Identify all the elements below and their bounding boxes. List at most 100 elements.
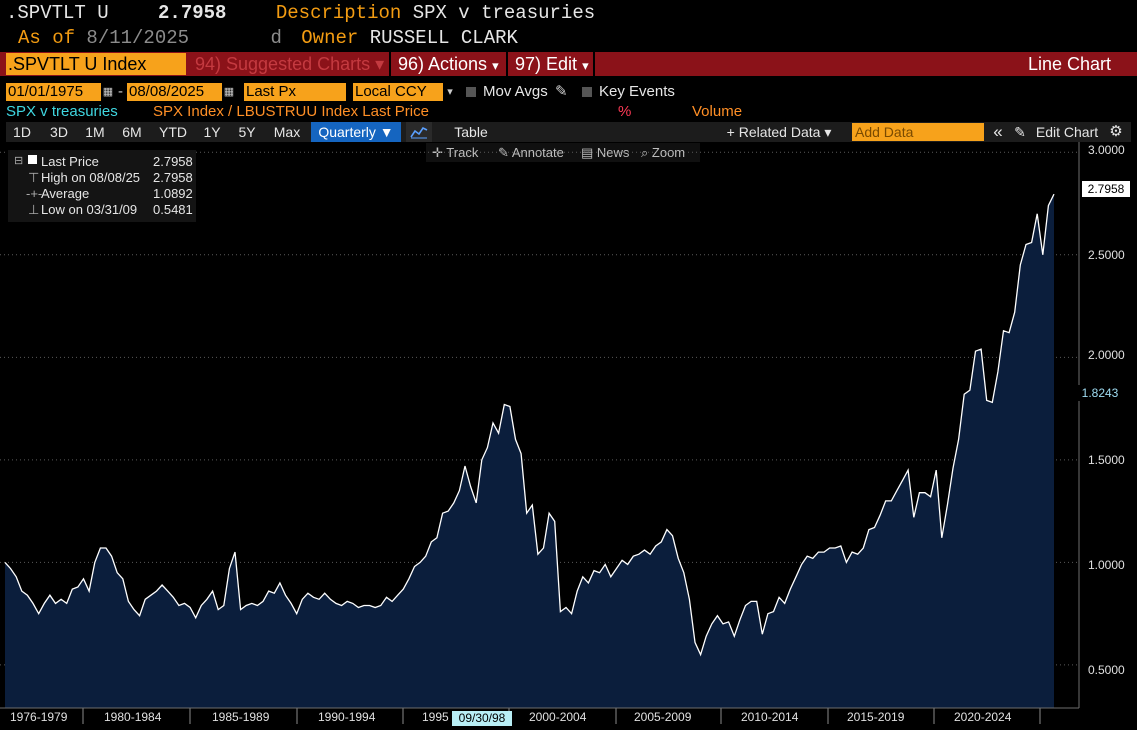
legend-low-label: Low on 03/31/09 (41, 202, 138, 217)
x-tick-label: 2020-2024 (954, 710, 1012, 724)
chevron-down-icon: ▾ (492, 58, 499, 73)
currency-select[interactable]: Local CCY (353, 83, 443, 101)
x-tick-label: 2015-2019 (847, 710, 905, 724)
period-select[interactable]: Quarterly ▼ (311, 122, 401, 142)
series-line (4, 193, 1055, 657)
y-tick-label: 3.0000 (1088, 143, 1125, 157)
chart-type-label[interactable]: Line Chart (1028, 54, 1112, 74)
add-data-input[interactable]: Add Data (852, 123, 984, 141)
x-axis-ticks (0, 707, 1079, 724)
news-button[interactable]: ▤ News (581, 145, 630, 160)
x-tick-label: 1990-1994 (318, 710, 376, 724)
start-date-input[interactable]: 01/01/1975 (6, 83, 102, 101)
collapse-icon[interactable]: « (993, 122, 1003, 141)
crosshair-date-marker: 09/30/98 (452, 711, 512, 726)
suggested-charts-menu[interactable]: 94) Suggested Charts ▾ (195, 54, 385, 74)
command-bar (0, 52, 1137, 76)
legend-high-value: 2.7958 (153, 170, 193, 185)
mov-avgs-checkbox[interactable] (466, 87, 476, 97)
chevron-down-icon: ▾ (582, 58, 589, 73)
edit-chart-button[interactable]: Edit Chart (1035, 124, 1099, 140)
legend-last-value: 2.7958 (153, 154, 193, 169)
owner-value: RUSSELL CLARK (369, 27, 518, 49)
chart-toolbar (6, 122, 1131, 142)
legend-average-value: 1.0892 (153, 186, 193, 201)
pencil-icon[interactable]: ✎ (1014, 124, 1026, 140)
range-6m-button[interactable]: 6M (122, 124, 142, 140)
range-1m-button[interactable]: 1M (85, 124, 105, 140)
series-swatch (28, 155, 37, 164)
chart-legend[interactable] (8, 150, 196, 222)
chevron-down-icon[interactable]: ▾ (443, 83, 457, 101)
chevron-down-icon: ▾ (375, 54, 385, 74)
line-chart-icon[interactable] (406, 122, 432, 142)
series-name[interactable]: SPX v treasuries (6, 103, 118, 120)
range-5y-button[interactable]: 5Y (238, 124, 256, 140)
y-tick-label: 1.5000 (1088, 453, 1125, 467)
x-tick-label: 1980-1984 (104, 710, 162, 724)
crosshair-icon: ✛ (432, 145, 443, 160)
field-select[interactable]: Last Px (244, 83, 346, 101)
news-icon: ▤ (581, 145, 594, 160)
low-icon: ⊥ (28, 202, 40, 217)
high-icon: ⊤ (28, 170, 40, 185)
annotate-button[interactable]: ✎ Annotate (498, 145, 564, 160)
x-tick-label: 1976-1979 (10, 710, 68, 724)
range-1y-button[interactable]: 1Y (203, 124, 221, 140)
legend-last-label: Last Price (41, 154, 99, 169)
collapse-legend-icon[interactable]: ⊟ (14, 155, 24, 167)
range-ytd-button[interactable]: YTD (159, 124, 187, 140)
asof-label: As of (18, 27, 76, 49)
calendar-icon[interactable]: ▦ (101, 83, 115, 101)
legend-average-label: Average (41, 186, 90, 201)
header-row: .SPVTLT U 2.7958 Description SPX v treas… (6, 2, 595, 24)
percent-indicator[interactable]: % (618, 103, 632, 120)
series-area (5, 194, 1054, 709)
range-max-button[interactable]: Max (273, 124, 301, 140)
range-1d-button[interactable]: 1D (13, 124, 31, 140)
pencil-icon[interactable]: ✎ (555, 83, 568, 100)
gear-icon[interactable]: ⚙ (1109, 123, 1123, 140)
price-chart[interactable] (0, 142, 1137, 730)
table-button[interactable]: Table (454, 124, 488, 140)
key-events-label[interactable]: Key Events (599, 83, 675, 100)
y-tick-label: 1.0000 (1088, 558, 1125, 572)
divider (389, 52, 391, 76)
x-tick-label: 2010-2014 (741, 710, 799, 724)
actions-menu[interactable]: 96) Actions ▾ (398, 54, 499, 74)
description-value: SPX v treasuries (412, 2, 596, 24)
range-3d-button[interactable]: 3D (50, 124, 68, 140)
y-tick-label: 0.5000 (1088, 663, 1125, 677)
last-value-marker: 2.7958 (1082, 181, 1130, 197)
divider (506, 52, 508, 76)
track-button[interactable]: ✛ Track (432, 145, 479, 160)
x-tick-label: 1995 (422, 710, 449, 724)
ticker-symbol[interactable]: .SPVTLT U (6, 2, 109, 24)
header-subrow: As of 8/11/2025 d Owner RUSSELL CLARK (18, 27, 518, 49)
y-tick-label: 2.0000 (1088, 348, 1125, 362)
description-label: Description (275, 2, 402, 24)
date-range-dash: - (118, 83, 123, 100)
x-tick-label: 2005-2009 (634, 710, 692, 724)
x-tick-label: 2000-2004 (529, 710, 587, 724)
legend-high-label: High on 08/08/25 (41, 170, 141, 185)
period-indicator: d (270, 27, 282, 49)
average-icon: -+- (26, 186, 43, 201)
divider (593, 52, 595, 76)
edit-menu[interactable]: 97) Edit ▾ (515, 54, 589, 74)
related-data-menu[interactable]: + Related Data ▾ (726, 124, 832, 140)
owner-label: Owner (301, 27, 359, 49)
mov-avgs-label[interactable]: Mov Avgs (483, 83, 548, 100)
asof-date[interactable]: 8/11/2025 (86, 27, 190, 49)
volume-label[interactable]: Volume (692, 103, 743, 120)
series-formula[interactable]: SPX Index / LBUSTRUU Index Last Price (153, 103, 429, 120)
security-field[interactable]: .SPVTLT U Index (6, 53, 186, 75)
x-tick-label: 1985-1989 (212, 710, 270, 724)
y-tick-label: 2.5000 (1088, 248, 1125, 262)
crosshair-value-marker: 1.8243 (1078, 385, 1122, 401)
end-date-input[interactable]: 08/08/2025 (127, 83, 223, 101)
legend-low-value: 0.5481 (153, 202, 193, 217)
current-price: 2.7958 (158, 2, 227, 24)
key-events-checkbox[interactable] (582, 87, 592, 97)
calendar-icon[interactable]: ▦ (222, 83, 236, 101)
